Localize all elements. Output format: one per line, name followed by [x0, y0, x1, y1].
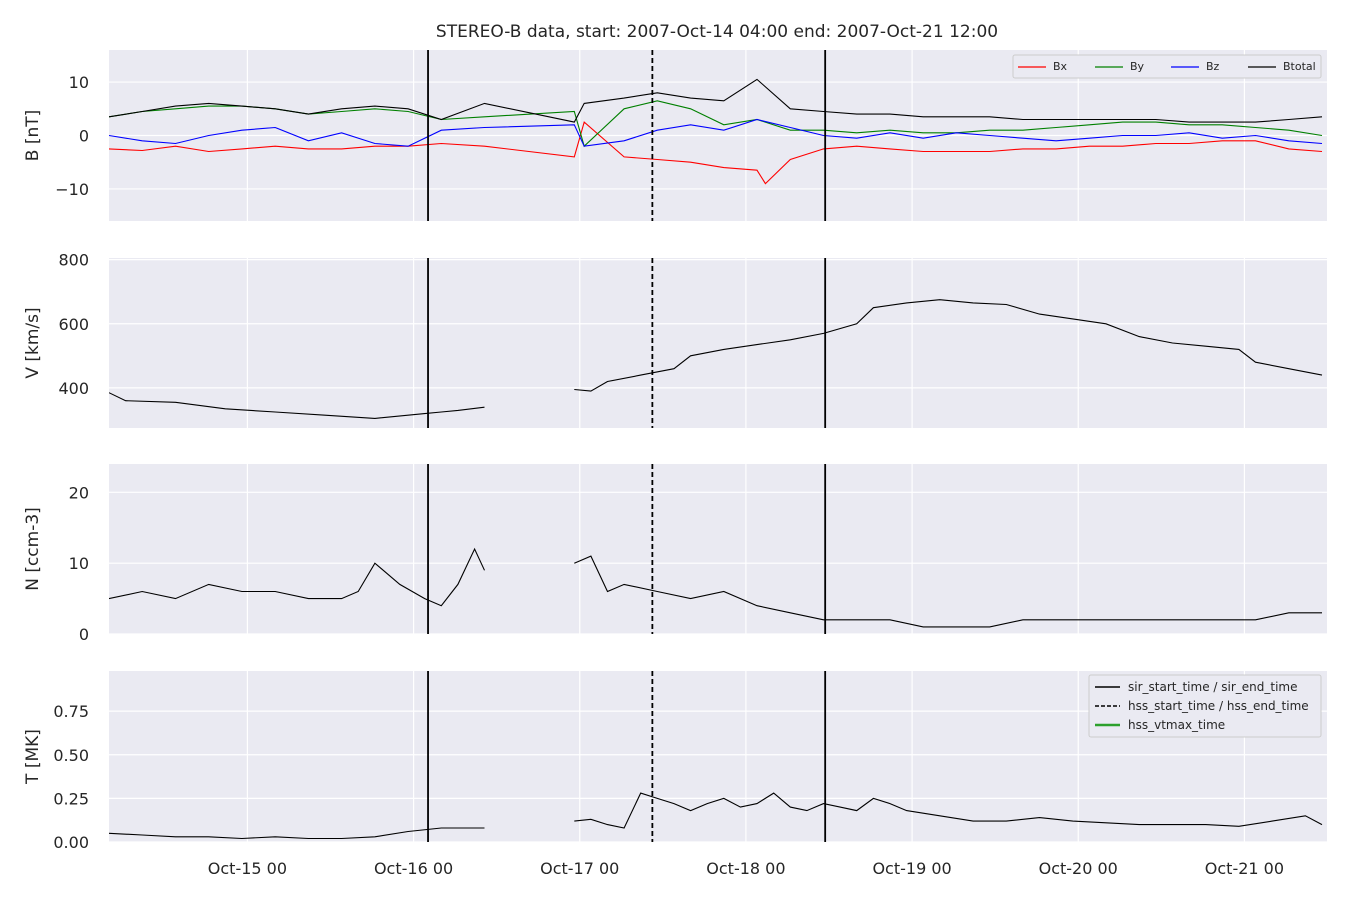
legend-entry: hss_vtmax_time — [1128, 718, 1225, 732]
series-line-value — [109, 547, 1322, 628]
y-tick-label: 400 — [58, 379, 89, 398]
y-tick-label: 0 — [79, 127, 89, 146]
y-tick-label: 0.50 — [53, 746, 89, 765]
y-tick-label: −10 — [55, 180, 89, 199]
plot-area — [109, 464, 1327, 634]
panel-velocity: 400 600 800 V [km/s] — [23, 251, 1327, 428]
series-line-bx — [109, 121, 1323, 185]
y-tick-label: 0.75 — [53, 702, 89, 721]
legend-entry: Bz — [1206, 60, 1220, 73]
legend-entry: sir_start_time / sir_end_time — [1128, 680, 1298, 694]
y-axis-label: N [ccm-3] — [23, 507, 43, 591]
legend-frame — [1088, 674, 1322, 738]
y-tick-label: 0 — [79, 625, 89, 644]
chart-title: STEREO-B data, start: 2007-Oct-14 04:00 … — [436, 22, 998, 42]
x-tick-label: Oct-18 00 — [706, 859, 785, 878]
y-tick-label: 600 — [58, 315, 89, 334]
series-line-value — [109, 299, 1323, 419]
legend-entry: Bx — [1053, 60, 1068, 73]
legend-entry: hss_start_time / hss_end_time — [1128, 699, 1309, 713]
x-tick-label: Oct-19 00 — [872, 859, 951, 878]
y-axis-label: V [km/s] — [23, 307, 43, 378]
legend-b-field: Bx By Bz Btotal — [1012, 54, 1322, 79]
x-axis-tick-labels: Oct-15 00 Oct-16 00 Oct-17 00 Oct-18 00 Oct-… — [208, 859, 1284, 878]
series-line-bz — [109, 118, 1323, 147]
x-tick-label: Oct-16 00 — [374, 859, 453, 878]
series-line-btotal — [109, 78, 1323, 123]
x-tick-label: Oct-17 00 — [540, 859, 619, 878]
y-tick-label: 10 — [69, 554, 89, 573]
x-tick-label: Oct-15 00 — [208, 859, 287, 878]
y-tick-label: 0.00 — [53, 833, 89, 852]
legend-entry: Btotal — [1283, 60, 1316, 73]
legend-frame — [1012, 54, 1322, 79]
series-line-value — [109, 792, 1323, 840]
plot-area — [109, 258, 1327, 428]
y-axis-label: B [nT] — [23, 110, 43, 162]
y-tick-label: 800 — [58, 251, 89, 270]
legend-entry: By — [1130, 60, 1145, 73]
y-axis-label: T [MK] — [23, 729, 43, 785]
y-tick-label: 20 — [69, 483, 89, 502]
y-tick-label: 10 — [69, 73, 89, 92]
panel-density: 0 10 20 N [ccm-3] — [23, 464, 1327, 644]
legend-boundaries: sir_start_time / sir_end_time hss_start_t… — [1088, 674, 1322, 738]
y-tick-label: 0.25 — [53, 789, 89, 808]
x-tick-label: Oct-20 00 — [1039, 859, 1118, 878]
x-tick-label: Oct-21 00 — [1205, 859, 1284, 878]
